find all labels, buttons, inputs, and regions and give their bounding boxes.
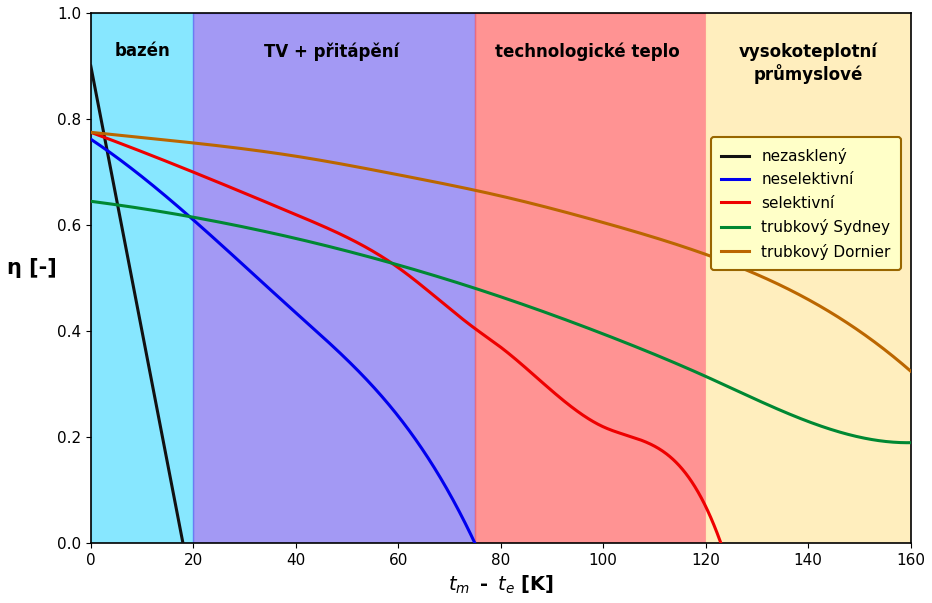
- Legend: nezasklený, neselektivní, selektivní, trubkový Sydney, trubkový Dornier: nezasklený, neselektivní, selektivní, tr…: [711, 137, 901, 270]
- Bar: [475, 13, 706, 543]
- Bar: [90, 13, 193, 543]
- Y-axis label: η [-]: η [-]: [7, 258, 57, 278]
- X-axis label: $t_m\,$ - $\,t_e$ [K]: $t_m\,$ - $\,t_e$ [K]: [447, 574, 554, 596]
- Text: TV + přitápění: TV + přitápění: [264, 42, 399, 61]
- Text: vysokoteplotní
průmyslové: vysokoteplotní průmyslové: [739, 42, 878, 84]
- Bar: [193, 13, 475, 543]
- Bar: [706, 13, 911, 543]
- Text: technologické teplo: technologické teplo: [496, 42, 680, 61]
- Text: bazén: bazén: [114, 42, 170, 60]
